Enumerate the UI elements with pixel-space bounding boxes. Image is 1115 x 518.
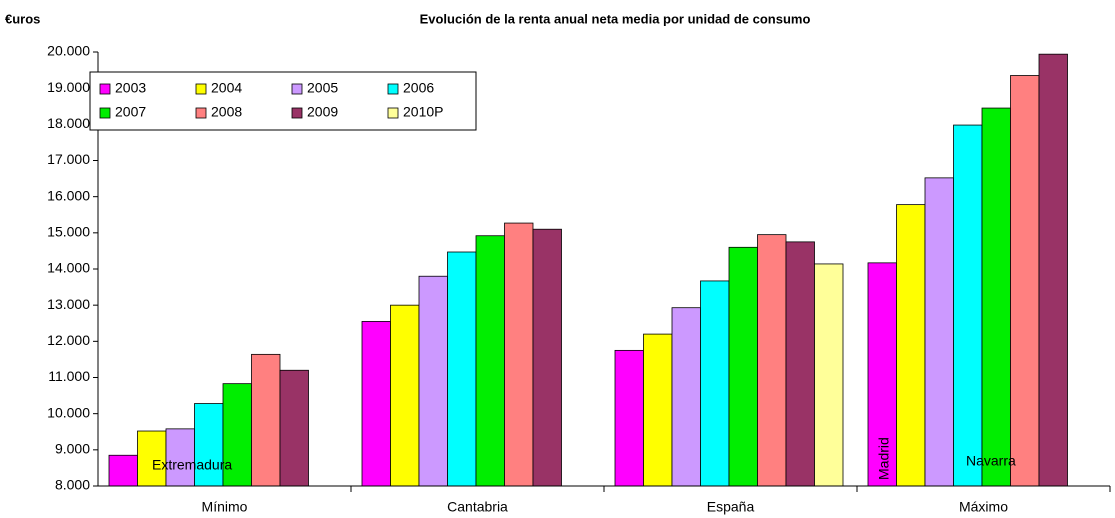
y-tick-label: 18.000 [47,115,90,131]
legend-swatch [99,107,111,119]
legend-swatch [195,83,207,95]
bar [614,349,644,487]
legend-label: 2003 [115,80,146,96]
annotation: Madrid [876,437,892,480]
x-tick-label: Cantabria [447,499,508,515]
legend-swatch [195,107,207,119]
bar [361,321,391,487]
bar [757,234,787,487]
y-tick-label: 17.000 [47,151,90,167]
bar [447,251,477,487]
bar [981,107,1011,487]
legend-swatch [387,83,399,95]
x-tick-label: Mínimo [202,499,248,515]
legend-label: 2006 [403,80,434,96]
bar [504,222,534,487]
bar [785,241,815,487]
bar [418,275,448,487]
x-tick-label: Máximo [959,499,1008,515]
bar [1038,53,1068,487]
bar [728,246,758,487]
bar [896,204,926,487]
bar [671,307,701,487]
bar [532,228,562,487]
bar [222,383,252,487]
chart-title: Evolución de la renta anual neta media p… [420,11,811,26]
bar [924,177,954,487]
legend-swatch [387,107,399,119]
bar [194,403,224,487]
bar [953,124,983,487]
legend-swatch [99,83,111,95]
y-tick-label: 11.000 [48,368,90,384]
y-tick-label: 9.000 [55,441,90,457]
legend-label: 2004 [211,80,242,96]
legend-label: 2007 [115,104,146,120]
y-tick-label: 12.000 [47,332,90,348]
annotation: Extremadura [152,457,232,473]
bar [814,263,844,487]
y-tick-label: 15.000 [47,224,90,240]
y-tick-label: 19.000 [47,79,90,95]
y-axis-label: €uros [5,11,40,26]
legend-swatch [291,107,303,119]
legend-swatch [291,83,303,95]
legend-label: 2008 [211,104,242,120]
legend-label: 2005 [307,80,338,96]
bar [643,333,673,487]
legend-box [89,71,477,131]
y-tick-label: 8.000 [55,477,90,493]
bar [1010,75,1040,487]
bar [475,235,505,487]
y-tick-label: 16.000 [47,187,90,203]
y-tick-label: 14.000 [47,260,90,276]
legend-label: 2009 [307,104,338,120]
bar [108,454,138,487]
x-tick-label: España [707,499,755,515]
y-tick-label: 13.000 [47,296,90,312]
annotation: Navarra [966,453,1016,469]
bar [251,353,281,487]
bar [700,280,730,487]
y-tick-label: 10.000 [47,404,90,420]
legend-label: 2010P [403,104,443,120]
y-tick-label: 20.000 [47,43,90,59]
bar [279,369,309,487]
bar [390,304,420,487]
